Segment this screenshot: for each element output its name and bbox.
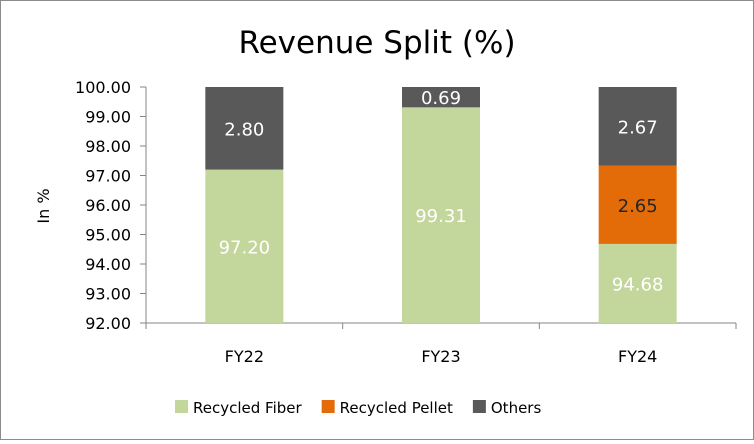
legend-item: Others (472, 399, 542, 417)
bar-segment (598, 243, 677, 323)
data-label: 94.68 (612, 274, 664, 295)
legend-label: Recycled Pellet (340, 399, 453, 417)
legend-swatch (472, 400, 486, 413)
legend-swatch (175, 400, 188, 413)
x-tick-label: FY24 (618, 347, 657, 366)
y-tick-label: 99.00 (85, 108, 131, 127)
bars (205, 87, 677, 323)
y-tick-label: 95.00 (85, 226, 131, 245)
y-tick-label: 97.00 (85, 167, 131, 186)
legend-item: Recycled Fiber (175, 399, 302, 417)
y-tick-label: 98.00 (85, 137, 131, 156)
legend-swatch (321, 400, 335, 413)
data-label: 97.20 (219, 237, 271, 258)
y-tick-label: 96.00 (85, 196, 131, 215)
y-axis-title: In % (34, 188, 53, 223)
data-labels: 97.20 2.80 99.31 0.69 94.68 2.65 2.67 (219, 88, 664, 295)
data-label: 0.69 (421, 88, 461, 109)
legend-label: Recycled Fiber (193, 399, 302, 417)
chart-title: Revenue Split (%) (238, 25, 515, 61)
legend: Recycled Fiber Recycled Pellet Others (175, 399, 541, 417)
data-label: 2.67 (618, 117, 658, 138)
x-tick-label: FY22 (225, 347, 264, 366)
y-tick-label: 93.00 (85, 285, 131, 304)
bar-segment (205, 169, 284, 323)
x-axis-tick-labels: FY22 FY23 FY24 (225, 347, 658, 366)
data-label: 2.65 (618, 196, 658, 217)
y-axis-tick-labels: 92.00 93.00 94.00 95.00 96.00 97.00 98.00 99.00… (75, 78, 131, 333)
legend-label: Others (491, 399, 542, 417)
bar-segment (205, 87, 284, 170)
y-tick-label: 94.00 (85, 255, 131, 274)
x-tick-label: FY23 (421, 347, 460, 366)
data-label: 99.31 (415, 206, 467, 227)
bar-segment (402, 107, 480, 323)
y-tick-label: 100.00 (75, 78, 131, 97)
bar-segment (598, 165, 677, 244)
y-tick-label: 92.00 (85, 314, 131, 333)
data-label: 2.80 (224, 119, 264, 140)
legend-item: Recycled Pellet (321, 399, 453, 417)
bar-segment (402, 87, 480, 108)
bar-segment (598, 87, 677, 166)
